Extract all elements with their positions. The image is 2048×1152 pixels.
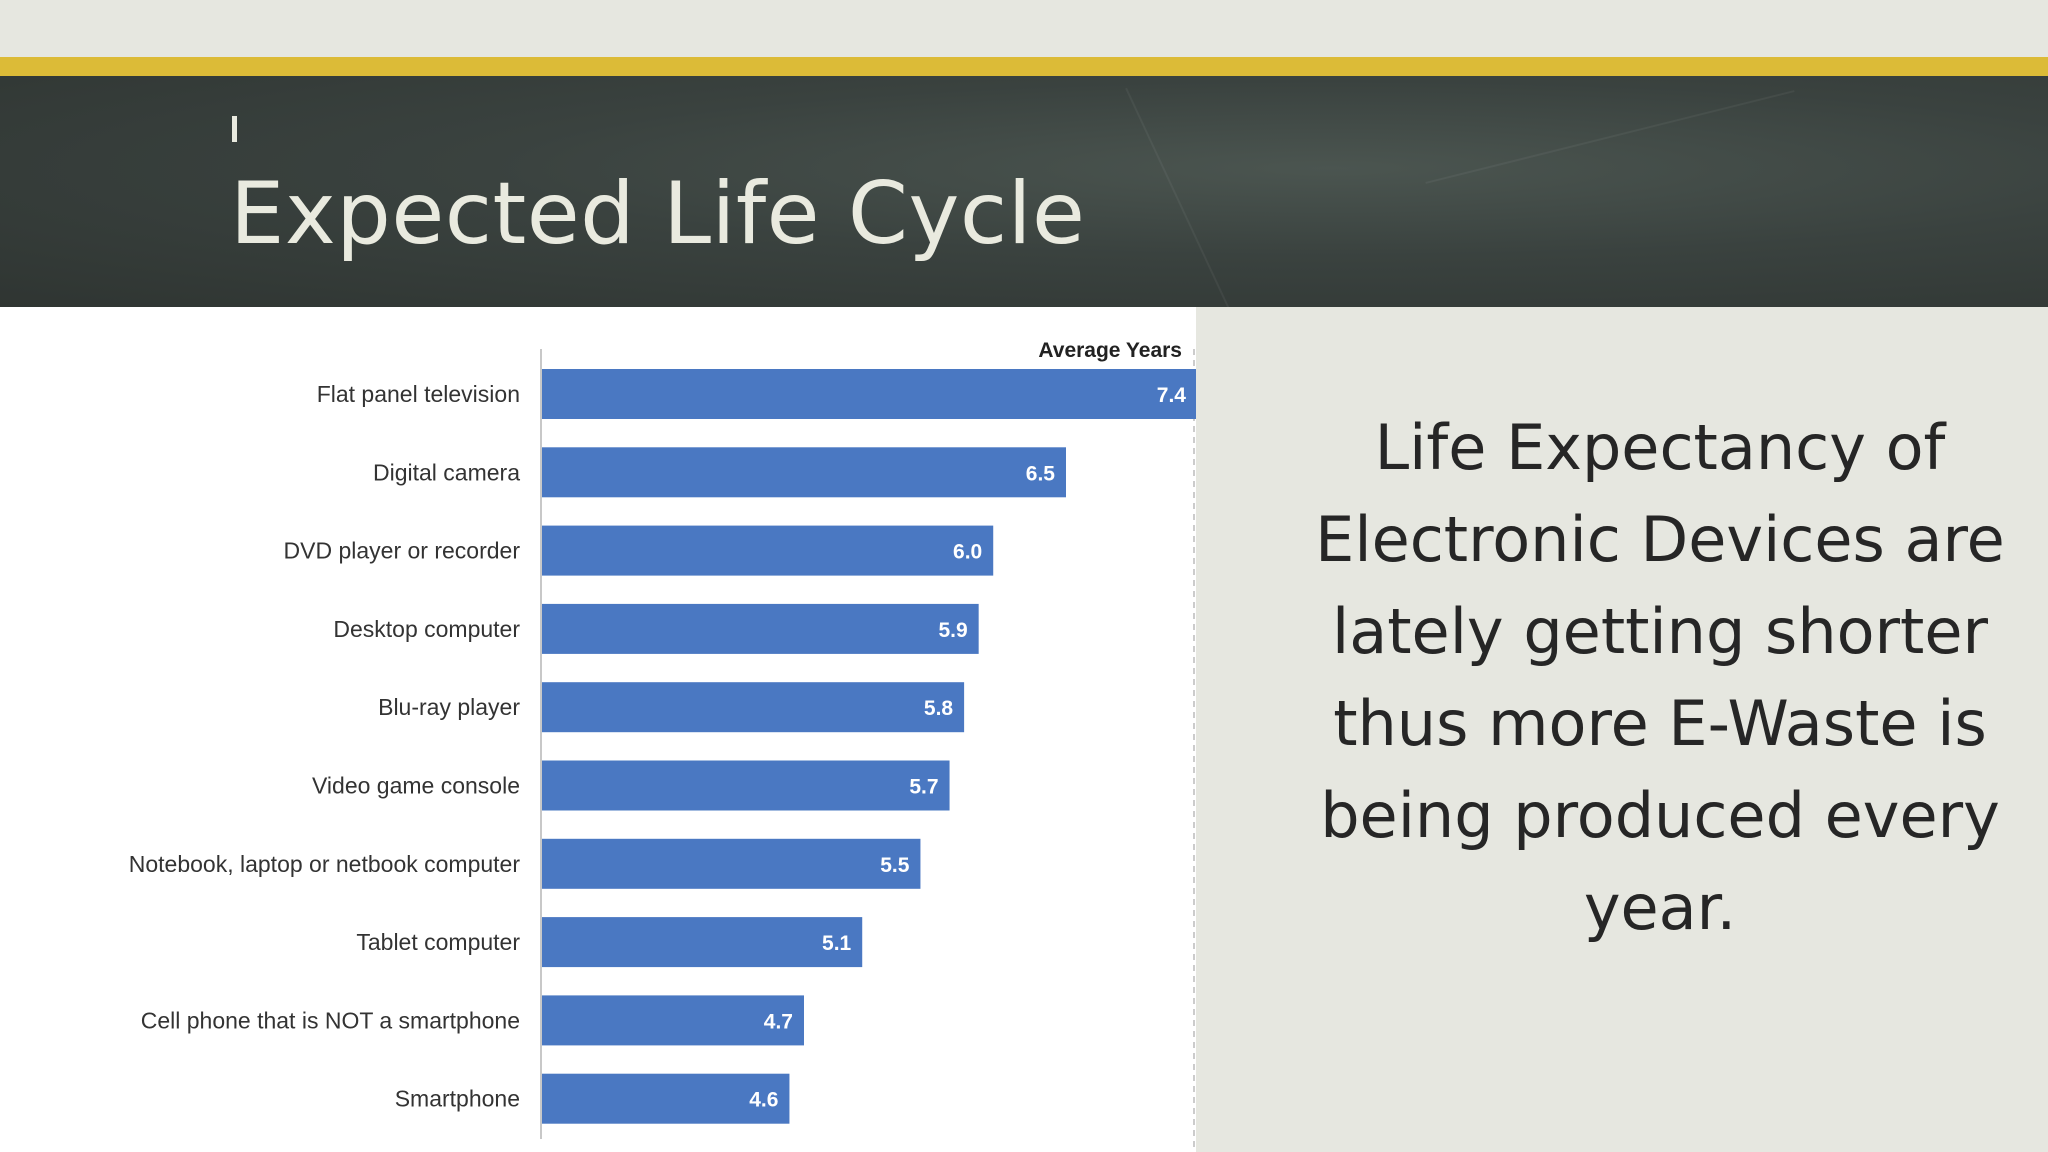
category-label: Cell phone that is NOT a smartphone — [141, 1007, 520, 1033]
bar — [542, 760, 950, 811]
value-label: 6.0 — [953, 541, 982, 564]
category-label: Desktop computer — [333, 616, 520, 642]
value-label: 4.6 — [749, 1089, 778, 1112]
value-label: 5.1 — [822, 932, 852, 955]
value-label: 4.7 — [764, 1010, 793, 1033]
category-label: Tablet computer — [356, 929, 520, 955]
bar — [542, 995, 804, 1046]
category-label: DVD player or recorder — [284, 538, 521, 564]
bar — [542, 917, 863, 968]
chalk-texture — [1425, 90, 1795, 184]
chalk-texture — [1125, 87, 1237, 307]
bar — [542, 447, 1066, 498]
category-label: Smartphone — [395, 1086, 520, 1112]
category-label: Notebook, laptop or netbook computer — [129, 851, 521, 877]
accent-bar — [0, 57, 2048, 76]
bar — [542, 838, 921, 889]
chart-panel: Average Years Flat panel television 7.4 Dig… — [0, 307, 1196, 1152]
bar — [542, 1073, 790, 1124]
bar — [542, 525, 994, 576]
bar — [542, 682, 965, 733]
value-label: 5.9 — [938, 619, 967, 642]
bar — [542, 369, 1196, 419]
column-header: Average Years — [1038, 339, 1182, 362]
bar — [542, 603, 979, 654]
title-banner — [0, 76, 2048, 307]
value-label: 5.7 — [909, 776, 938, 799]
category-label: Video game console — [312, 773, 520, 799]
value-label: 5.8 — [924, 697, 954, 720]
value-label: 7.4 — [1157, 384, 1187, 407]
title-marker — [232, 116, 237, 142]
bar-chart: Average Years Flat panel television 7.4 Dig… — [129, 339, 1196, 1152]
category-label: Flat panel television — [317, 381, 520, 407]
value-label: 5.5 — [880, 854, 910, 877]
category-label: Digital camera — [373, 459, 520, 485]
value-label: 6.5 — [1026, 462, 1056, 485]
body-text: Life Expectancy of Electronic Devices ar… — [1315, 411, 2005, 944]
slide-title: Expected Life Cycle — [230, 164, 1086, 264]
category-label: Blu-ray player — [378, 694, 520, 720]
